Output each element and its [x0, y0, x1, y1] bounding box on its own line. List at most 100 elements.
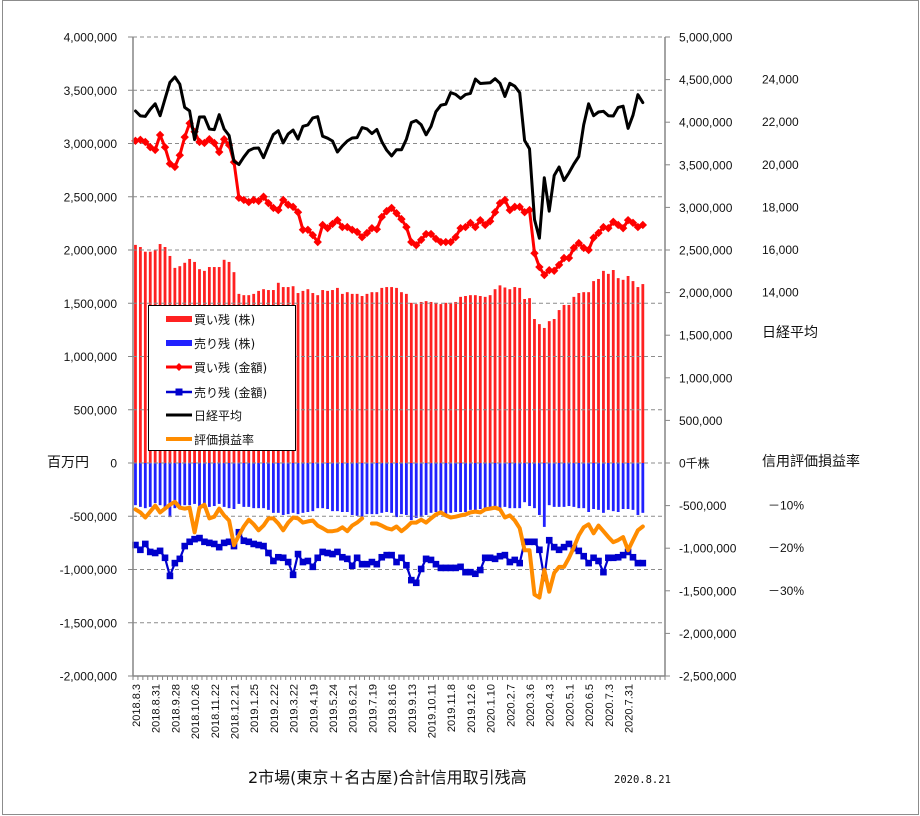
bar-sell-shares — [168, 463, 172, 518]
marker-buy-amount — [530, 248, 539, 258]
bar-sell-shares — [321, 463, 325, 509]
bar-buy-shares — [414, 304, 418, 463]
bar-sell-shares — [592, 463, 595, 510]
marker-buy-amount — [594, 228, 603, 238]
legend-label: 買い残 (株) — [194, 312, 256, 327]
bar-sell-shares — [360, 463, 364, 518]
bar-buy-shares — [513, 287, 517, 463]
chart-date: 2020.8.21 — [614, 774, 671, 786]
marker-buy-amount — [362, 228, 372, 238]
marker-sell-amount — [481, 554, 489, 562]
bar-sell-shares — [365, 463, 369, 515]
marker-sell-amount — [590, 554, 597, 562]
marker-sell-amount — [353, 554, 361, 562]
marker-buy-amount — [614, 220, 623, 230]
marker-buy-amount — [618, 223, 628, 233]
marker-sell-amount — [585, 559, 592, 567]
line-buy-amount — [134, 121, 645, 277]
marker-buy-amount — [540, 270, 549, 280]
left-axis-tick-label: -1,000,000 — [60, 563, 118, 577]
marker-buy-amount — [564, 253, 574, 263]
bar-buy-shares — [483, 296, 487, 463]
marker-sell-amount — [472, 570, 479, 578]
bar-buy-shares — [493, 289, 497, 463]
bar-sell-shares — [158, 463, 162, 506]
bar-buy-shares — [592, 281, 595, 463]
bar-sell-shares — [370, 463, 374, 515]
marker-sell-amount — [343, 555, 351, 563]
marker-sell-amount — [393, 558, 400, 566]
bar-buy-shares — [454, 301, 458, 463]
bar-buy-shares — [360, 296, 364, 463]
bar-buy-shares — [316, 295, 320, 463]
bar-sell-shares — [552, 463, 556, 507]
bar-sell-shares — [562, 463, 566, 507]
bar-buy-shares — [340, 293, 344, 463]
bar-buy-shares — [518, 287, 522, 463]
marker-sell-amount — [146, 548, 154, 556]
bar-sell-shares — [173, 463, 177, 509]
bar-buy-shares — [336, 287, 339, 463]
bar-sell-shares — [478, 463, 482, 510]
left-axis-tick-label: 4,000,000 — [64, 31, 118, 45]
legend-swatch-red-bar — [166, 316, 192, 322]
bar-sell-shares — [587, 463, 591, 512]
bar-sell-shares — [316, 463, 320, 509]
marker-buy-amount — [436, 237, 446, 247]
marker-sell-amount — [516, 559, 523, 567]
marker-buy-amount — [397, 214, 406, 224]
bar-sell-shares — [498, 463, 502, 509]
marker-sell-amount — [619, 551, 627, 559]
nikkei-tick-label: 18,000 — [762, 200, 799, 214]
bar-buy-shares — [380, 287, 384, 463]
marker-buy-amount — [446, 237, 455, 247]
right-axis-tick-label: -1,500,000 — [679, 584, 737, 598]
bar-sell-shares — [336, 463, 339, 512]
marker-sell-amount — [215, 543, 223, 551]
bar-sell-shares — [301, 463, 305, 513]
marker-sell-amount — [565, 540, 573, 548]
bar-sell-shares — [242, 463, 246, 507]
tick-labels-layer: 4,000,000 3,500,000 3,000,000 2,500,000 2,00… — [60, 31, 805, 740]
bar-buy-shares — [636, 287, 640, 463]
bar-buy-shares — [434, 302, 438, 463]
bar-sell-shares — [395, 463, 398, 518]
rate-tick-label: －20% — [768, 541, 804, 555]
left-axis-tick-label: -2,000,000 — [60, 670, 118, 684]
legend-label: 日経平均 — [194, 408, 243, 423]
marker-buy-amount — [451, 233, 460, 242]
bar-buy-shares — [631, 281, 635, 463]
x-axis-tick-label: 2018.12.21 — [230, 684, 242, 739]
marker-sell-amount — [555, 546, 563, 554]
legend-item-buy-shares: 買い残 (株) — [165, 309, 255, 329]
bar-buy-shares — [552, 319, 556, 463]
marker-sell-amount — [176, 555, 184, 563]
bar-buy-shares — [444, 302, 448, 463]
axes-layer — [128, 36, 670, 680]
bar-sell-shares — [247, 463, 251, 507]
marker-sell-amount — [255, 541, 262, 549]
marker-buy-amount — [490, 207, 500, 217]
bar-sell-shares — [306, 463, 310, 512]
bar-sell-shares — [212, 463, 216, 507]
marker-buy-amount — [569, 243, 579, 253]
legend-item-sell-amount: 売り残 (金額) — [165, 382, 267, 402]
bar-sell-shares — [178, 463, 182, 507]
marker-sell-amount — [609, 554, 617, 562]
nikkei-axis-label: 日経平均 — [762, 325, 818, 341]
right-axis-tick-label: -2,500,000 — [679, 670, 737, 684]
bar-sell-shares — [252, 463, 256, 509]
marker-buy-amount — [604, 223, 613, 233]
bar-buy-shares — [597, 278, 600, 463]
bar-sell-shares — [311, 463, 315, 512]
marker-buy-amount — [638, 220, 648, 230]
bar-sell-shares — [198, 463, 201, 507]
right-axis-tick-label: -1,000,000 — [679, 542, 737, 556]
x-axis-tick-label: 2019.10.11 — [427, 684, 439, 738]
bar-sell-shares — [444, 463, 448, 515]
marker-sell-amount — [142, 540, 149, 548]
x-axis-tick-label: 2020.4.3 — [545, 684, 557, 727]
marker-sell-amount — [191, 535, 198, 543]
marker-buy-amount — [303, 225, 313, 234]
bar-sell-shares — [203, 463, 206, 509]
